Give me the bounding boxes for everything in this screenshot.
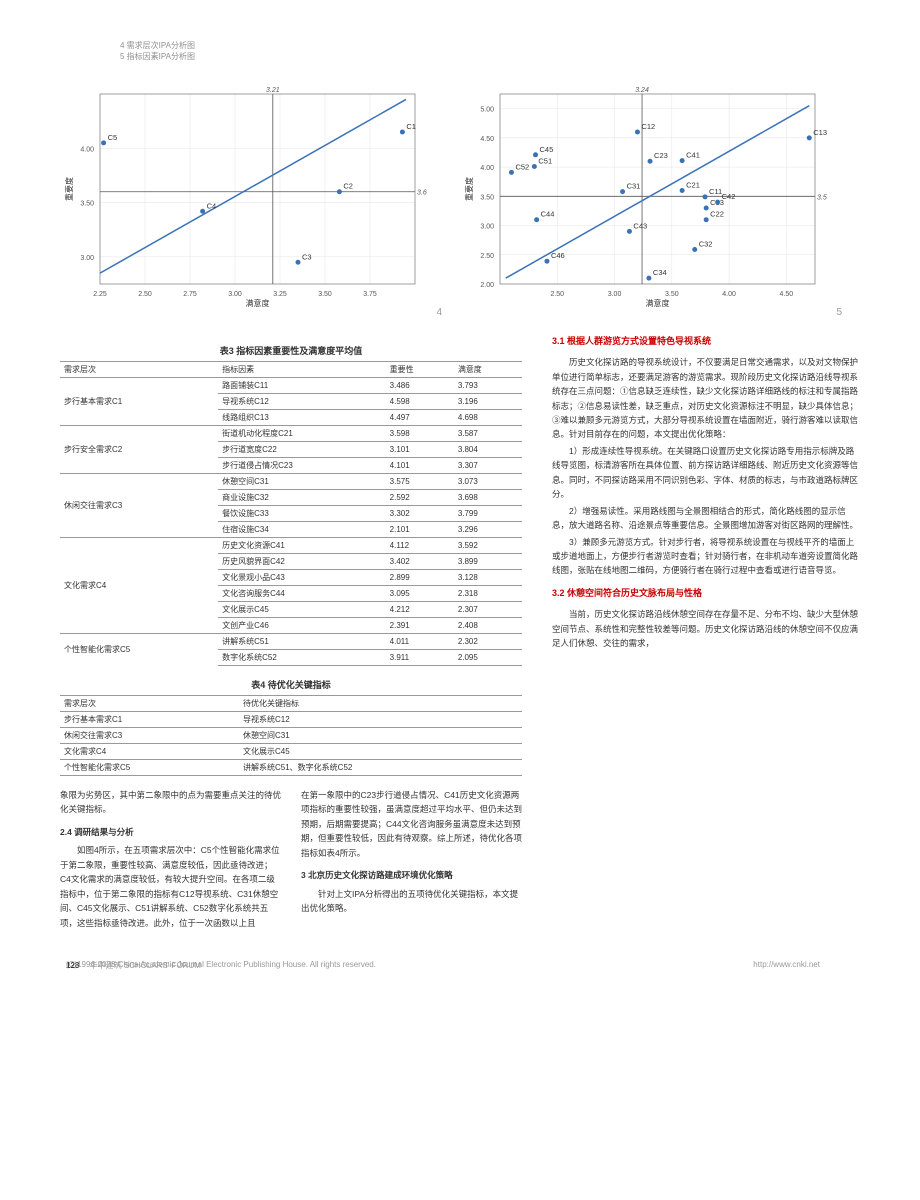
svg-text:3.25: 3.25	[273, 291, 287, 298]
svg-text:C44: C44	[541, 210, 555, 219]
svg-text:C41: C41	[686, 151, 700, 160]
svg-text:3.00: 3.00	[480, 224, 494, 231]
svg-text:2.75: 2.75	[183, 291, 197, 298]
svg-text:3.50: 3.50	[665, 291, 679, 298]
svg-text:3.75: 3.75	[363, 291, 377, 298]
table3-title: 表3 指标因素重要性及满意度平均值	[60, 344, 522, 357]
copyright: (C)1994-2023 China Academic Journal Elec…	[66, 960, 376, 969]
svg-text:C21: C21	[686, 180, 700, 189]
chart-number-4: 4	[436, 307, 442, 318]
page-footer: (C)1994-2023 China Academic Journal Elec…	[60, 960, 860, 971]
svg-text:C51: C51	[538, 156, 552, 165]
svg-text:3.21: 3.21	[266, 87, 280, 94]
svg-text:C46: C46	[551, 251, 565, 260]
figure-captions: 4 需求层次IPA分析图 5 指标因素IPA分析图	[60, 40, 860, 62]
heading-3-1: 3.1 根据人群游览方式设置特色导视系统	[552, 334, 860, 349]
svg-text:C4: C4	[207, 201, 217, 210]
svg-text:3.50: 3.50	[480, 194, 494, 201]
svg-text:3.00: 3.00	[228, 291, 242, 298]
right-column: 3.1 根据人群游览方式设置特色导视系统 历史文化探访路的导视系统设计，不仅要满…	[552, 334, 860, 930]
svg-text:C22: C22	[710, 210, 724, 219]
svg-text:满意度: 满意度	[646, 298, 670, 308]
table4-title: 表4 待优化关键指标	[60, 678, 522, 691]
heading-3: 3 北京历史文化探访路建成环境优化策略	[301, 868, 522, 882]
svg-text:C42: C42	[722, 192, 736, 201]
heading-2-4: 2.4 调研结果与分析	[60, 825, 281, 839]
table-3: 需求层次指标因素重要性满意度步行基本需求C1路面铺装C113.4863.793导…	[60, 361, 522, 666]
svg-text:3.24: 3.24	[635, 87, 649, 94]
svg-text:4.50: 4.50	[780, 291, 794, 298]
svg-text:C34: C34	[653, 268, 667, 277]
svg-text:5.00: 5.00	[480, 107, 494, 114]
svg-text:C5: C5	[108, 133, 118, 142]
svg-text:4.00: 4.00	[80, 146, 94, 153]
svg-text:3.6: 3.6	[417, 190, 427, 197]
left-text-columns: 象限为劣势区，其中第二象限中的点为需要重点关注的待优化关键指标。 2.4 调研结…	[60, 788, 522, 930]
svg-text:C31: C31	[627, 182, 641, 191]
svg-text:2.25: 2.25	[93, 291, 107, 298]
svg-text:C32: C32	[699, 240, 713, 249]
table-4: 需求层次待优化关键指标步行基本需求C1导视系统C12休闲交往需求C3休憩空间C3…	[60, 695, 522, 776]
svg-text:3.5: 3.5	[817, 194, 827, 201]
svg-text:C12: C12	[641, 122, 655, 131]
svg-text:4.00: 4.00	[480, 165, 494, 172]
svg-text:C23: C23	[654, 151, 668, 160]
svg-text:3.00: 3.00	[608, 291, 622, 298]
left-column: 表3 指标因素重要性及满意度平均值 需求层次指标因素重要性满意度步行基本需求C1…	[60, 334, 522, 930]
svg-text:4.00: 4.00	[722, 291, 736, 298]
svg-text:2.50: 2.50	[550, 291, 564, 298]
svg-text:4.50: 4.50	[480, 136, 494, 143]
svg-text:3.50: 3.50	[80, 201, 94, 208]
chart-4: 2.25 2.50 2.75 3.00 3.25 3.50 3.75 3.00 3.50 4.00…	[60, 82, 430, 314]
svg-text:2.00: 2.00	[480, 282, 494, 289]
svg-text:2.50: 2.50	[480, 253, 494, 260]
svg-text:重要度: 重要度	[64, 177, 74, 201]
charts-row: 2.25 2.50 2.75 3.00 3.25 3.50 3.75 3.00 3.50 4.00…	[60, 82, 860, 314]
svg-text:C2: C2	[343, 182, 353, 191]
chart-5: 2.50 3.00 3.50 4.00 4.50 2.00 2.50 3.00 3.50 4.00…	[460, 82, 830, 314]
svg-text:C52: C52	[515, 162, 529, 171]
svg-text:C43: C43	[633, 221, 647, 230]
svg-text:3.00: 3.00	[80, 255, 94, 262]
svg-text:C45: C45	[540, 145, 554, 154]
url: http://www.cnki.net	[753, 960, 820, 969]
svg-text:满意度: 满意度	[246, 298, 270, 308]
svg-text:C1: C1	[406, 122, 416, 131]
svg-text:重要度: 重要度	[464, 177, 474, 201]
svg-text:C11: C11	[709, 187, 722, 196]
svg-text:C3: C3	[302, 252, 312, 261]
svg-text:C13: C13	[813, 128, 827, 137]
chart-number-5: 5	[836, 307, 842, 318]
svg-text:3.50: 3.50	[318, 291, 332, 298]
svg-text:2.50: 2.50	[138, 291, 152, 298]
heading-3-2: 3.2 休憩空间符合历史文脉布局与性格	[552, 586, 860, 601]
